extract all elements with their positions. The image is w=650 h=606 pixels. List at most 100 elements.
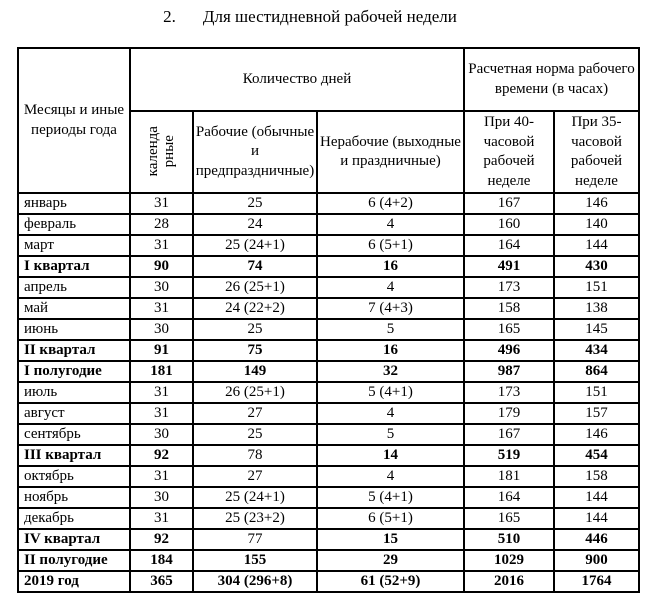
cell-working: 75 [192,339,318,362]
cell-working: 27 [192,402,318,425]
cell-h40: 1029 [463,549,555,572]
cell-h40: 491 [463,255,555,278]
cell-working: 304 (296+8) [192,570,318,593]
cell-h35: 157 [553,402,640,425]
cell-nonworking: 4 [316,465,465,488]
cell-working: 25 (24+1) [192,486,318,509]
cell-label: декабрь [17,507,131,530]
cell-h40: 173 [463,276,555,299]
cell-h40: 2016 [463,570,555,593]
cell-calendar: 181 [129,360,194,383]
cell-h35: 430 [553,255,640,278]
title-number: 2. [163,7,176,26]
cell-nonworking: 7 (4+3) [316,297,465,320]
cell-h40: 165 [463,318,555,341]
cell-h40: 164 [463,486,555,509]
month-row: январь 31 25 6 (4+2) 167 146 [17,192,640,215]
month-row: февраль 28 24 4 160 140 [17,213,640,236]
cell-h35: 446 [553,528,640,551]
cell-h40: 510 [463,528,555,551]
month-row: октябрь 31 27 4 181 158 [17,465,640,488]
cell-label: март [17,234,131,257]
month-row: июнь 30 25 5 165 145 [17,318,640,341]
cell-nonworking: 32 [316,360,465,383]
cell-h35: 144 [553,486,640,509]
cell-nonworking: 16 [316,339,465,362]
header-row-columns: календа рные Рабочие (обычные и предпраз… [18,110,640,194]
cell-calendar: 31 [129,297,194,320]
cell-h40: 519 [463,444,555,467]
cell-label: февраль [17,213,131,236]
summary-row: I квартал 90 74 16 491 430 [17,255,640,278]
summary-row: II квартал 91 75 16 496 434 [17,339,640,362]
cell-nonworking: 6 (4+2) [316,192,465,215]
cell-label: апрель [17,276,131,299]
cell-calendar: 92 [129,528,194,551]
calendar-days-label-line1: календа [145,125,162,176]
month-row: сентябрь 30 25 5 167 146 [17,423,640,446]
cell-calendar: 31 [129,465,194,488]
cell-label: I квартал [17,255,131,278]
header-working-days: Рабочие (обычные и предпраздничные) [192,110,318,194]
cell-calendar: 31 [129,507,194,530]
cell-h40: 167 [463,192,555,215]
cell-calendar: 184 [129,549,194,572]
cell-working: 77 [192,528,318,551]
summary-row: 2019 год 365 304 (296+8) 61 (52+9) 2016 1764 [17,570,640,593]
cell-nonworking: 29 [316,549,465,572]
title-text: Для шестидневной рабочей недели [202,7,457,26]
cell-nonworking: 4 [316,276,465,299]
cell-h35: 144 [553,507,640,530]
cell-calendar: 365 [129,570,194,593]
cell-h35: 900 [553,549,640,572]
cell-working: 24 (22+2) [192,297,318,320]
cell-h40: 987 [463,360,555,383]
cell-working: 26 (25+1) [192,276,318,299]
cell-label: I полугодие [17,360,131,383]
cell-h40: 160 [463,213,555,236]
document-title: 2. Для шестидневной рабочей недели [0,7,650,27]
cell-nonworking: 6 (5+1) [316,507,465,530]
header-months-periods: Месяцы и иные периоды года [17,47,131,194]
cell-label: август [17,402,131,425]
cell-calendar: 28 [129,213,194,236]
cell-nonworking: 5 [316,423,465,446]
cell-calendar: 31 [129,381,194,404]
cell-working: 27 [192,465,318,488]
cell-h35: 140 [553,213,640,236]
cell-h35: 146 [553,192,640,215]
cell-h35: 151 [553,381,640,404]
cell-working: 25 (24+1) [192,234,318,257]
cell-h40: 496 [463,339,555,362]
cell-working: 26 (25+1) [192,381,318,404]
cell-label: июль [17,381,131,404]
cell-label: ноябрь [17,486,131,509]
header-40h-week: При 40-часовой рабочей неделе [463,110,555,194]
cell-h40: 165 [463,507,555,530]
cell-calendar: 92 [129,444,194,467]
cell-nonworking: 4 [316,402,465,425]
cell-calendar: 31 [129,402,194,425]
month-row: ноябрь 30 25 (24+1) 5 (4+1) 164 144 [17,486,640,509]
table-body: январь 31 25 6 (4+2) 167 146 февраль 28 24 4 160 14… [17,192,640,593]
cell-calendar: 30 [129,486,194,509]
header-nonworking-days: Нерабочие (выходные и праздничные) [316,110,465,194]
cell-calendar: 30 [129,276,194,299]
cell-working: 25 [192,423,318,446]
cell-calendar: 30 [129,318,194,341]
cell-working: 25 [192,192,318,215]
summary-row: I полугодие 181 149 32 987 864 [17,360,640,383]
cell-h35: 144 [553,234,640,257]
cell-h35: 158 [553,465,640,488]
month-row: март 31 25 (24+1) 6 (5+1) 164 144 [17,234,640,257]
cell-h35: 454 [553,444,640,467]
cell-label: III квартал [17,444,131,467]
cell-label: сентябрь [17,423,131,446]
cell-calendar: 90 [129,255,194,278]
cell-h35: 145 [553,318,640,341]
cell-calendar: 30 [129,423,194,446]
cell-nonworking: 61 (52+9) [316,570,465,593]
cell-h40: 179 [463,402,555,425]
cell-nonworking: 16 [316,255,465,278]
cell-h40: 181 [463,465,555,488]
